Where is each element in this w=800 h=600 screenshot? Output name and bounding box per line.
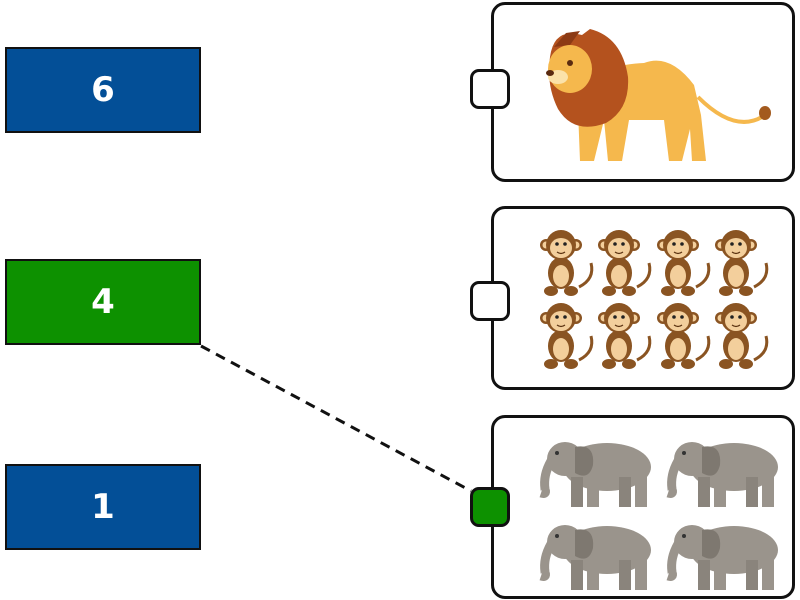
monkey-group [538,228,769,371]
elephant-icon [668,525,778,590]
monkey-icon [713,301,769,371]
monkey-icon [713,228,769,298]
elephant-card[interactable] [491,415,795,599]
elephant-connector[interactable] [470,487,510,527]
monkey-icon [538,301,594,371]
monkey-connector[interactable] [470,281,510,321]
monkey-icon [596,301,652,371]
elephant-icon [668,442,778,507]
number-box-4[interactable]: 4 [5,259,201,345]
monkey-card[interactable] [491,206,795,390]
elephant-icon [541,442,651,507]
monkey-icon [655,228,711,298]
monkey-icon [655,301,711,371]
lion-card[interactable] [491,2,795,182]
lion-connector[interactable] [470,69,510,109]
number-box-6[interactable]: 6 [5,47,201,133]
monkey-icon [596,228,652,298]
connection-line [200,344,472,493]
elephant-icon [541,525,651,590]
elephant-group [494,418,792,596]
lion-icon [546,29,771,161]
monkey-icon [538,228,594,298]
number-box-1[interactable]: 1 [5,464,201,550]
